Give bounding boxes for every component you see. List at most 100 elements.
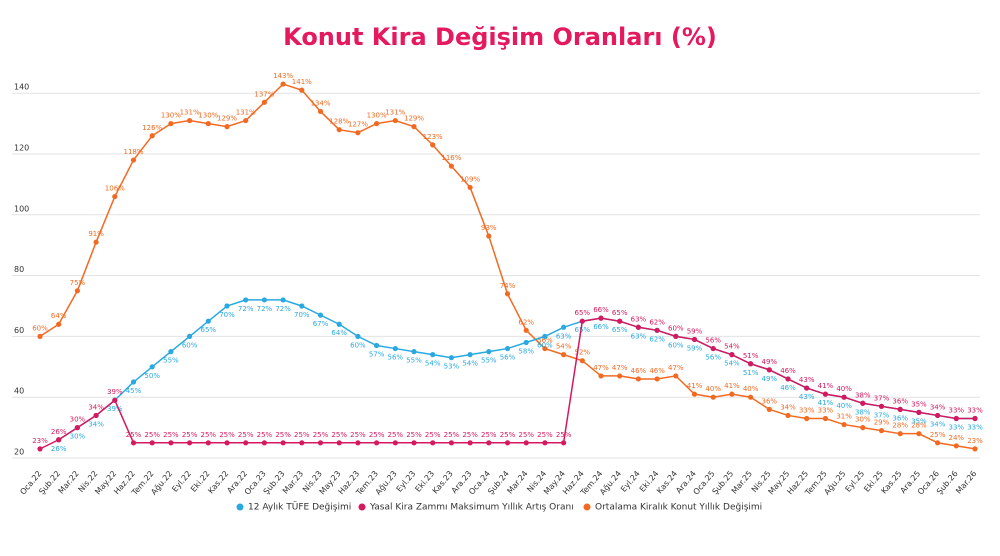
data-point xyxy=(37,333,43,339)
data-label: 34% xyxy=(780,403,796,411)
data-point xyxy=(411,124,417,130)
y-tick-label: 60 xyxy=(14,326,24,335)
x-tick-label: Mar.24 xyxy=(505,469,529,496)
data-point xyxy=(766,367,772,373)
data-label: 33% xyxy=(949,406,965,414)
legend-marker xyxy=(583,503,591,511)
data-point xyxy=(561,352,567,358)
data-point xyxy=(205,318,211,324)
data-point xyxy=(130,157,137,163)
x-tick-label: Eyl.24 xyxy=(619,469,642,494)
data-label: 126% xyxy=(142,124,162,132)
data-label: 51% xyxy=(743,352,759,360)
data-point xyxy=(860,425,866,431)
data-label: 28% xyxy=(911,422,927,430)
data-label: 63% xyxy=(556,332,572,340)
data-label: 25% xyxy=(425,431,441,439)
data-point xyxy=(542,333,548,339)
data-point xyxy=(897,406,903,412)
data-point xyxy=(112,193,118,200)
data-label: 123% xyxy=(423,133,443,141)
data-label: 53% xyxy=(444,363,460,371)
data-point xyxy=(916,431,922,437)
data-point xyxy=(336,440,342,446)
data-point xyxy=(168,121,174,127)
data-point xyxy=(635,324,642,330)
legend-label: Ortalama Kiralık Konut Yıllık Değişimi xyxy=(595,503,762,513)
data-label: 30% xyxy=(70,433,86,441)
data-point xyxy=(467,440,473,446)
data-point xyxy=(878,403,885,409)
data-point xyxy=(972,415,978,422)
data-point xyxy=(243,117,249,124)
data-label: 60% xyxy=(350,341,366,349)
data-point xyxy=(261,297,267,303)
data-label: 25% xyxy=(331,431,347,439)
data-point xyxy=(374,342,380,349)
y-tick-label: 20 xyxy=(14,448,24,457)
data-label: 30% xyxy=(70,416,86,424)
data-label: 72% xyxy=(238,305,254,313)
data-point xyxy=(205,440,211,446)
data-point xyxy=(224,124,230,130)
data-label: 25% xyxy=(163,431,179,439)
data-point xyxy=(486,349,492,355)
data-point xyxy=(299,303,305,309)
data-point xyxy=(299,87,305,93)
data-label: 93% xyxy=(481,224,497,232)
data-label: 25% xyxy=(537,431,553,439)
data-point xyxy=(935,412,941,419)
data-point xyxy=(710,394,716,400)
data-label: 56% xyxy=(705,354,721,362)
data-label: 38% xyxy=(855,408,871,416)
data-label: 64% xyxy=(51,312,67,320)
data-point xyxy=(448,440,454,446)
data-label: 41% xyxy=(818,399,834,407)
data-label: 25% xyxy=(518,431,534,439)
data-label: 25% xyxy=(144,431,160,439)
data-label: 65% xyxy=(575,309,591,317)
data-label: 41% xyxy=(687,382,703,390)
data-label: 60% xyxy=(182,341,198,349)
data-point xyxy=(972,446,978,452)
x-tick-label: Mar.25 xyxy=(730,469,754,496)
data-point xyxy=(542,345,548,352)
data-point xyxy=(411,349,417,355)
data-label: 25% xyxy=(257,431,273,439)
data-label: 25% xyxy=(182,431,198,439)
data-label: 25% xyxy=(930,431,946,439)
data-label: 24% xyxy=(949,434,965,442)
data-point xyxy=(691,391,698,397)
data-label: 49% xyxy=(762,358,778,366)
data-point xyxy=(355,440,361,446)
data-label: 130% xyxy=(198,112,218,120)
x-tick-label: Eyl.25 xyxy=(843,469,866,494)
data-point xyxy=(729,352,735,358)
data-point xyxy=(486,233,492,239)
data-label: 25% xyxy=(388,431,404,439)
chart-title: Konut Kira Değişim Oranları (%) xyxy=(283,23,717,51)
data-label: 46% xyxy=(780,367,796,375)
data-label: 29% xyxy=(874,419,890,427)
data-label: 34% xyxy=(88,403,104,411)
data-point xyxy=(224,440,230,446)
data-label: 43% xyxy=(799,376,815,384)
data-point xyxy=(187,440,193,446)
data-label: 58% xyxy=(518,347,534,355)
data-label: 25% xyxy=(556,431,572,439)
data-point xyxy=(392,440,398,446)
data-label: 34% xyxy=(88,420,104,428)
data-point xyxy=(785,412,791,419)
data-label: 41% xyxy=(818,382,834,390)
data-point xyxy=(168,349,174,355)
data-point xyxy=(299,440,305,446)
data-label: 62% xyxy=(649,318,665,326)
data-label: 33% xyxy=(967,423,983,431)
series-line xyxy=(39,83,976,450)
data-point xyxy=(486,440,492,446)
data-label: 141% xyxy=(292,78,312,86)
data-point xyxy=(74,425,80,431)
data-point xyxy=(56,321,62,327)
data-label: 56% xyxy=(500,354,516,362)
data-point xyxy=(430,352,436,358)
